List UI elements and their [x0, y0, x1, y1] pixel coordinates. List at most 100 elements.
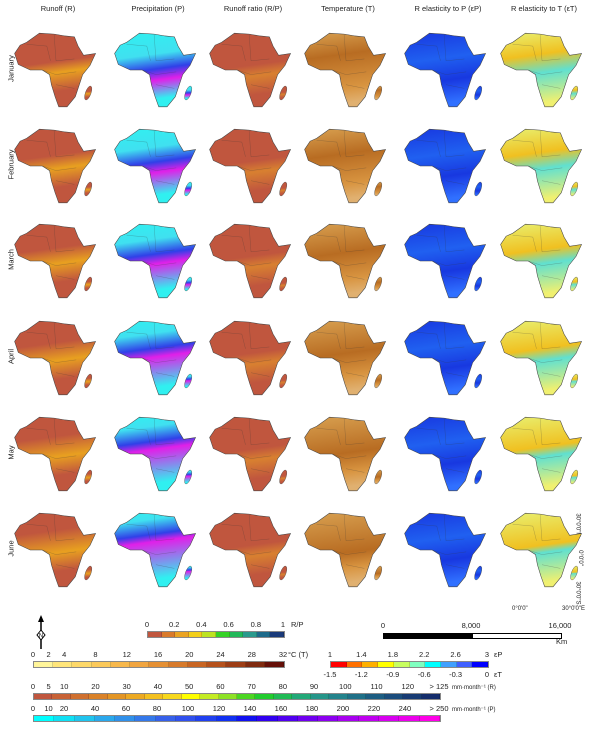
africa-map [404, 128, 487, 204]
color-swatch [74, 716, 95, 721]
color-swatch [89, 694, 108, 699]
color-swatch [215, 632, 230, 637]
color-swatch [187, 662, 208, 667]
precipitation-tick: 160 [274, 704, 288, 713]
runoff-tick: 5 [46, 682, 51, 691]
africa-map [304, 512, 387, 588]
runoff-tick: 100 [339, 682, 352, 691]
africa-map [14, 223, 97, 299]
ratio-tick: 0.4 [196, 620, 207, 629]
precipitation-tick: 40 [90, 704, 100, 713]
precipitation-tick: 200 [336, 704, 350, 713]
runoff-tick: 0 [30, 682, 36, 691]
ratio-colorbar [147, 631, 285, 638]
africa-map [404, 320, 487, 396]
north-label: N [39, 634, 43, 640]
africa-map [500, 32, 583, 108]
column-header: R elasticity to T (εT) [511, 4, 577, 13]
color-swatch [421, 694, 440, 699]
temperature-tick: 16 [153, 650, 163, 659]
africa-map [304, 320, 387, 396]
precipitation-tick: 180 [305, 704, 319, 713]
column-header: R elasticity to P (εP) [414, 4, 482, 13]
africa-map [404, 223, 487, 299]
scale-tick: 8,000 [461, 621, 481, 630]
runoff-tick: 70 [247, 682, 256, 691]
precipitation-tick: 10 [44, 704, 53, 713]
column-header: Temperature (T) [321, 4, 375, 13]
color-swatch [358, 716, 380, 721]
precipitation-tick: 220 [367, 704, 381, 713]
ratio-tick: 0.8 [250, 620, 262, 629]
elasticity-t-unit: εT [494, 670, 502, 679]
precipitation-tick: 140 [243, 704, 257, 713]
color-swatch [255, 694, 274, 699]
color-swatch [54, 716, 75, 721]
africa-map [304, 223, 387, 299]
runoff-colorbar [33, 693, 441, 700]
color-swatch [256, 632, 271, 637]
color-swatch [175, 632, 189, 637]
color-swatch [366, 694, 385, 699]
color-swatch [144, 694, 164, 699]
elasticity-p-tick: 2.6 [450, 650, 461, 659]
color-swatch [257, 716, 278, 721]
color-swatch [273, 694, 293, 699]
precipitation-tick: 20 [59, 704, 69, 713]
africa-map [209, 128, 292, 204]
africa-map [209, 223, 292, 299]
color-swatch [270, 632, 284, 637]
color-swatch [218, 694, 237, 699]
color-swatch [399, 716, 420, 721]
ratio-tick: 0.2 [168, 620, 180, 629]
color-swatch [72, 662, 92, 667]
color-swatch [425, 662, 441, 667]
precipitation-colorbar [33, 715, 441, 722]
color-swatch [34, 716, 55, 721]
runoff-tick: 20 [91, 682, 100, 691]
africa-map [114, 128, 197, 204]
scale-tick: 0 [380, 621, 386, 630]
color-swatch [456, 662, 473, 667]
precipitation-unit: mm·month⁻¹ (P) [452, 707, 496, 713]
color-swatch [245, 662, 265, 667]
color-swatch [53, 662, 73, 667]
color-swatch [110, 662, 131, 667]
color-swatch [70, 694, 90, 699]
africa-map [114, 416, 197, 492]
color-swatch [378, 662, 394, 667]
color-swatch [34, 662, 54, 667]
column-header: Runoff ratio (R/P) [223, 4, 283, 13]
elasticity-t-tick: -1.2 [354, 670, 368, 679]
color-swatch [91, 662, 111, 667]
runoff-tick: 60 [216, 682, 225, 691]
runoff-tick: 50 [184, 682, 194, 691]
temperature-tick: 0 [30, 650, 36, 659]
color-swatch [346, 662, 363, 667]
africa-map [500, 416, 583, 492]
color-swatch [362, 662, 379, 667]
color-swatch [292, 694, 311, 699]
temperature-tick: 8 [93, 650, 98, 659]
africa-map [209, 416, 292, 492]
temperature-tick: 24 [216, 650, 225, 659]
color-swatch [188, 632, 203, 637]
africa-map [404, 512, 487, 588]
color-swatch [181, 694, 201, 699]
color-swatch [440, 662, 457, 667]
color-swatch [52, 694, 71, 699]
africa-map [304, 416, 387, 492]
column-header: Runoff (R) [40, 4, 76, 13]
scale-bar [383, 633, 562, 639]
elasticity-p-tick: 2.2 [418, 650, 430, 659]
elasticity-t-tick: -0.6 [417, 670, 431, 679]
color-swatch [163, 694, 182, 699]
color-swatch [379, 716, 400, 721]
color-swatch [384, 694, 404, 699]
ratio-tick: 1 [280, 620, 286, 629]
africa-map [14, 320, 97, 396]
africa-map [209, 32, 292, 108]
color-swatch [329, 694, 348, 699]
africa-map [14, 416, 97, 492]
